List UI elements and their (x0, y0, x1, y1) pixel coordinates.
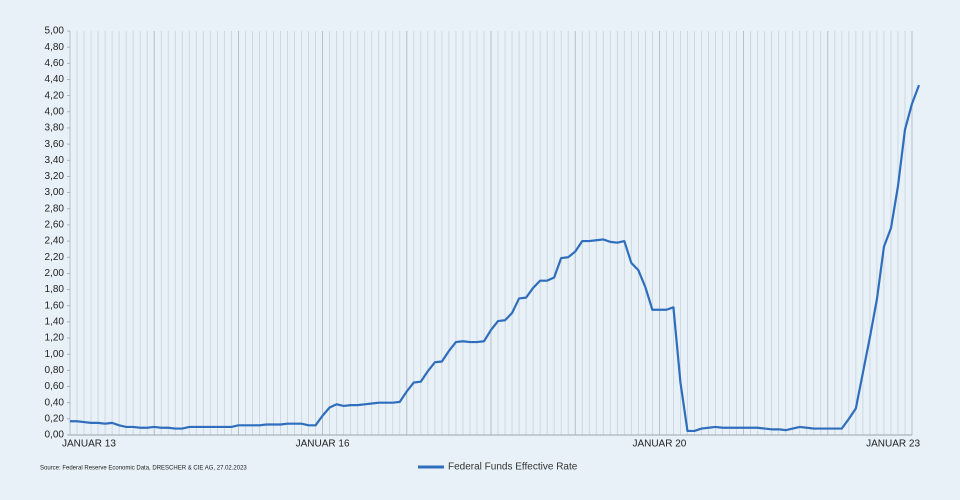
y-tick-label: 2,40 (45, 236, 65, 247)
legend-label: Federal Funds Effective Rate (448, 462, 578, 473)
y-tick-label: 1,00 (45, 349, 65, 360)
y-tick-label: 0,00 (45, 430, 65, 441)
y-tick-label: 3,60 (45, 139, 65, 150)
y-tick-label: 1,40 (45, 317, 65, 328)
y-tick-label: 4,40 (45, 74, 65, 85)
x-tick-label: JANUAR 16 (296, 439, 350, 450)
y-tick-label: 4,00 (45, 106, 65, 117)
y-tick-label: 1,20 (45, 333, 65, 344)
y-tick-label: 3,80 (45, 123, 65, 134)
y-tick-label: 4,20 (45, 90, 65, 101)
y-tick-label: 1,60 (45, 300, 65, 311)
grid: 0,00 0,20 0,40 0,60 0,80 1,00 1,20 1,40 1,60 1,80… (45, 26, 921, 450)
x-tick-label: JANUAR 20 (632, 439, 686, 450)
y-tick-label: 2,80 (45, 203, 65, 214)
y-tick-label: 3,40 (45, 155, 65, 166)
y-tick-label: 2,60 (45, 220, 65, 231)
y-tick-label: 1,80 (45, 284, 65, 295)
marks (70, 84, 921, 433)
y-tick-label: 4,60 (45, 58, 65, 69)
y-tick-label: 3,00 (45, 187, 65, 198)
y-tick-label: 0,60 (45, 381, 65, 392)
y-tick-label: 0,20 (45, 413, 65, 424)
y-tick-label: 2,00 (45, 268, 65, 279)
y-tick-label: 0,80 (45, 365, 65, 376)
source-note: Source: Federal Reserve Economic Data, D… (40, 466, 247, 472)
y-tick-label: 3,20 (45, 171, 65, 182)
x-tick-label: JANUAR 23 (866, 439, 920, 450)
y-tick-label: 2,20 (45, 252, 65, 263)
data-line (70, 84, 921, 433)
y-tick-label: 5,00 (45, 26, 65, 37)
y-tick-label: 4,80 (45, 42, 65, 53)
x-tick-label: JANUAR 13 (62, 439, 116, 450)
y-tick-label: 0,40 (45, 397, 65, 408)
